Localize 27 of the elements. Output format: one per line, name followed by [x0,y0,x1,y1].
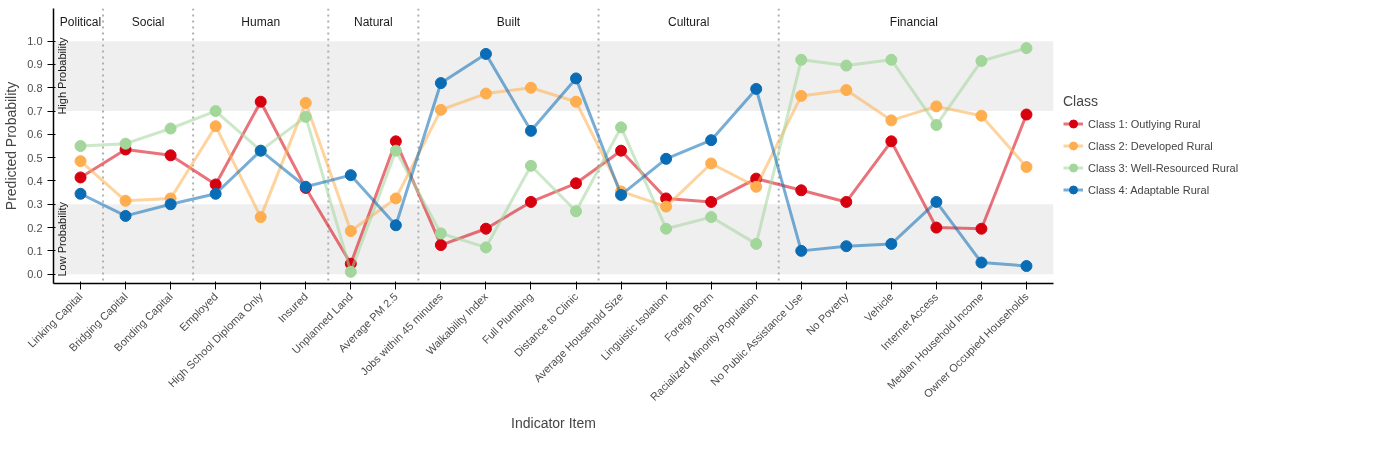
y-tick-label: 0.3 [27,198,43,211]
legend-label: Class 3: Well-Resourced Rural [1088,161,1239,173]
legend-title: Class [1063,92,1099,108]
y-tick-label: 1.0 [27,35,43,48]
annotation: Political [59,14,102,29]
y-tick-label: 0.7 [27,105,43,118]
annotation: Natural [353,14,393,29]
annotation: Built [496,14,521,29]
annotation: Financial [889,14,938,29]
y-tick-label: 0.6 [27,128,43,141]
annotation: Social [131,14,165,29]
band-label: High Probability [55,37,68,115]
annotation: Cultural [667,14,710,29]
y-tick-label: 0.0 [27,268,43,281]
x-axis-title: Indicator Item [511,415,596,432]
y-tick-label: 0.8 [27,81,43,94]
y-tick-label: 0.4 [27,174,43,187]
y-tick-label: 0.9 [27,58,43,71]
legend-label: Class 2: Developed Rural [1088,139,1213,151]
legend-label: Class 1: Outlying Rural [1088,117,1201,129]
legend-label: Class 4: Adaptable Rural [1088,183,1210,195]
band-label: Low Probability [55,201,68,277]
annotation: Human [241,14,281,29]
y-tick-label: 0.2 [27,221,43,234]
y-tick-label: 0.5 [27,151,43,164]
y-axis-title: Predicted Probability [3,81,20,211]
y-tick-label: 0.1 [27,244,43,257]
